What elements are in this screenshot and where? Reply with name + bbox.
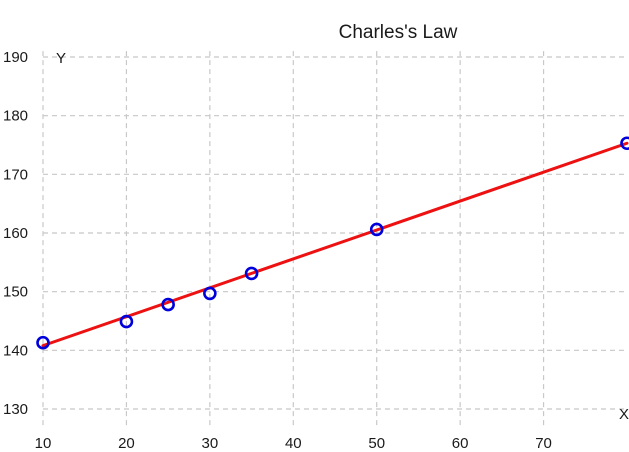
x-tick-label: 20 <box>118 435 135 452</box>
y-tick-label: 180 <box>3 108 28 125</box>
data-point <box>244 266 259 281</box>
x-tick-label: 40 <box>285 435 302 452</box>
data-point <box>369 222 384 237</box>
data-points <box>36 136 629 350</box>
x-tick-label: 10 <box>35 435 52 452</box>
data-point <box>203 286 217 301</box>
y-tick-label: 150 <box>3 284 28 301</box>
x-tick-label: 70 <box>535 435 552 452</box>
x-axis-label: X <box>619 406 629 423</box>
y-tick-labels: 130 140 150 160 170 180 190 <box>3 49 28 418</box>
y-axis-label: Y <box>56 50 66 67</box>
x-tick-label: 50 <box>368 435 385 452</box>
data-point <box>36 335 50 350</box>
grid-lines <box>42 51 627 427</box>
y-tick-label: 190 <box>3 49 28 66</box>
x-tick-labels: 10 20 30 40 50 60 70 <box>35 435 552 452</box>
fit-line-layer <box>41 141 629 348</box>
chart-title: Charles's Law <box>339 22 458 43</box>
y-tick-label: 170 <box>3 166 28 183</box>
y-tick-label: 140 <box>3 342 28 359</box>
data-point <box>119 314 134 329</box>
fit-line <box>41 141 629 348</box>
data-point <box>620 136 629 151</box>
y-tick-label: 130 <box>3 401 28 418</box>
x-tick-label: 30 <box>202 435 219 452</box>
y-tick-label: 160 <box>3 225 28 242</box>
data-point <box>161 297 175 312</box>
x-tick-label: 60 <box>452 435 469 452</box>
